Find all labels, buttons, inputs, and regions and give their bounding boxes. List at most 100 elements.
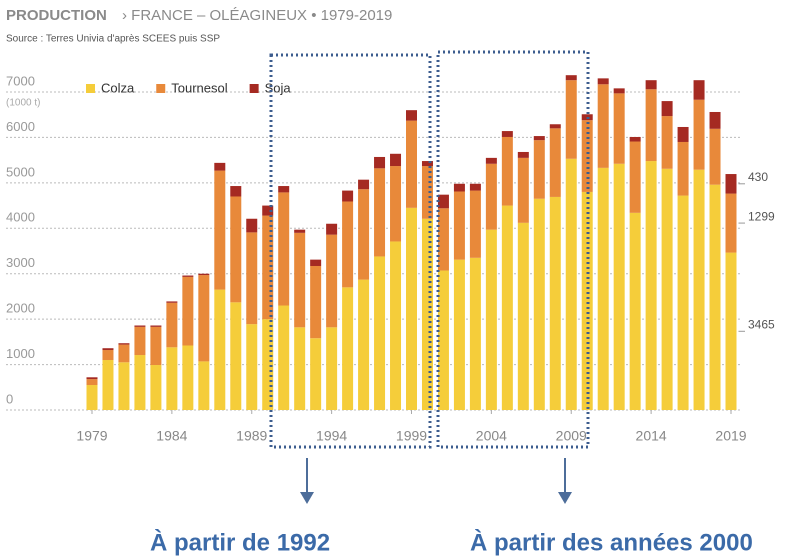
- bar-segment: [421, 166, 433, 219]
- arrow-head: [300, 492, 314, 504]
- bar-segment: [709, 128, 721, 185]
- bar-segment: [342, 201, 354, 288]
- bar-segment: [453, 191, 465, 260]
- bar-segment: [469, 257, 481, 410]
- bar-segment: [565, 75, 577, 81]
- bar-segment: [86, 377, 98, 380]
- bar-segment: [565, 158, 577, 410]
- bar-segment: [198, 275, 210, 362]
- bar-segment: [709, 111, 721, 129]
- bar-segment: [693, 80, 705, 100]
- bar-segment: [134, 326, 146, 356]
- bar-segment: [517, 157, 529, 223]
- y-tick-label: 2000: [6, 301, 35, 316]
- bar-segment: [485, 229, 497, 410]
- legend-swatch: [86, 84, 95, 93]
- bar-segment: [549, 196, 561, 410]
- bar-segment: [533, 198, 545, 410]
- bar-segment: [693, 169, 705, 410]
- legend-swatch: [156, 84, 166, 93]
- bar-segment: [725, 193, 737, 253]
- chart-title-main: PRODUCTION: [6, 7, 107, 24]
- bar-segment: [150, 365, 162, 410]
- bar-segment: [182, 276, 194, 346]
- x-tick-label: 1999: [396, 428, 427, 444]
- bar-segment: [342, 287, 354, 410]
- bar-segment: [533, 136, 545, 141]
- arrow-head: [558, 492, 572, 504]
- y-tick-label: 4000: [6, 210, 35, 225]
- bar-segment: [533, 140, 545, 199]
- y-tick-label: 3000: [6, 255, 35, 270]
- legend-label: Colza: [101, 80, 135, 95]
- bar-segment: [182, 345, 194, 410]
- bar-segment: [453, 183, 465, 192]
- bar-segment: [150, 326, 162, 366]
- bar-segment: [437, 194, 449, 209]
- bar-segment: [230, 186, 242, 197]
- bar-segment: [102, 348, 114, 351]
- bar-segment: [230, 302, 242, 410]
- bar-segment: [246, 218, 258, 233]
- bar-segment: [326, 327, 338, 410]
- legend-label: Tournesol: [171, 80, 227, 95]
- bar-segment: [262, 319, 274, 410]
- bar-segment: [517, 222, 529, 410]
- bar-segment: [118, 362, 130, 410]
- bar-segment: [597, 84, 609, 168]
- bar-segment: [437, 208, 449, 271]
- bar-segment: [326, 223, 338, 235]
- y-tick-label: 0: [6, 391, 13, 406]
- bar-segment: [374, 256, 386, 410]
- bar-segment: [613, 93, 625, 164]
- bar-segment: [294, 229, 306, 233]
- bar-segment: [469, 190, 481, 258]
- bar-segment: [501, 131, 513, 137]
- bar-segment: [214, 289, 226, 410]
- bar-segment: [549, 124, 561, 129]
- bar-segment: [725, 252, 737, 410]
- bar-segment: [262, 215, 274, 320]
- bar-segment: [342, 190, 354, 202]
- y-tick-label: 7000: [6, 73, 35, 88]
- bar-segment: [693, 99, 705, 170]
- bar-segment: [645, 89, 657, 162]
- bar-segment: [421, 161, 433, 167]
- bar-segment: [118, 343, 130, 345]
- bar-segment: [214, 162, 226, 171]
- bar-segment: [182, 275, 194, 277]
- bar-segment: [581, 120, 593, 192]
- bar-segment: [150, 325, 162, 327]
- bar-segment: [278, 186, 290, 193]
- bar-segment: [166, 301, 178, 303]
- bar-segment: [358, 189, 370, 280]
- bar-segment: [118, 344, 130, 363]
- bar-segment: [166, 347, 178, 410]
- bar-segment: [597, 167, 609, 410]
- bar-segment: [134, 355, 146, 410]
- bar-segment: [262, 205, 274, 216]
- bars: [86, 75, 737, 410]
- bar-segment: [230, 196, 242, 303]
- bar-segment: [421, 218, 433, 410]
- bar-segment: [166, 302, 178, 348]
- bar-segment: [406, 207, 417, 410]
- bar-segment: [501, 136, 513, 206]
- bar-segment: [629, 136, 641, 142]
- bar-segment: [310, 338, 322, 410]
- bar-segment: [358, 179, 370, 190]
- bar-segment: [677, 195, 689, 410]
- x-tick-label: 1994: [316, 428, 347, 444]
- bar-segment: [629, 212, 641, 410]
- bar-segment: [134, 325, 146, 327]
- bar-segment: [278, 305, 290, 410]
- bar-segment: [390, 153, 402, 167]
- x-tick-label: 2019: [715, 428, 746, 444]
- bar-segment: [86, 379, 98, 386]
- bar-segment: [453, 259, 465, 410]
- bar-segment: [661, 168, 673, 410]
- bar-segment: [374, 156, 386, 169]
- x-tick-label: 1984: [156, 428, 187, 444]
